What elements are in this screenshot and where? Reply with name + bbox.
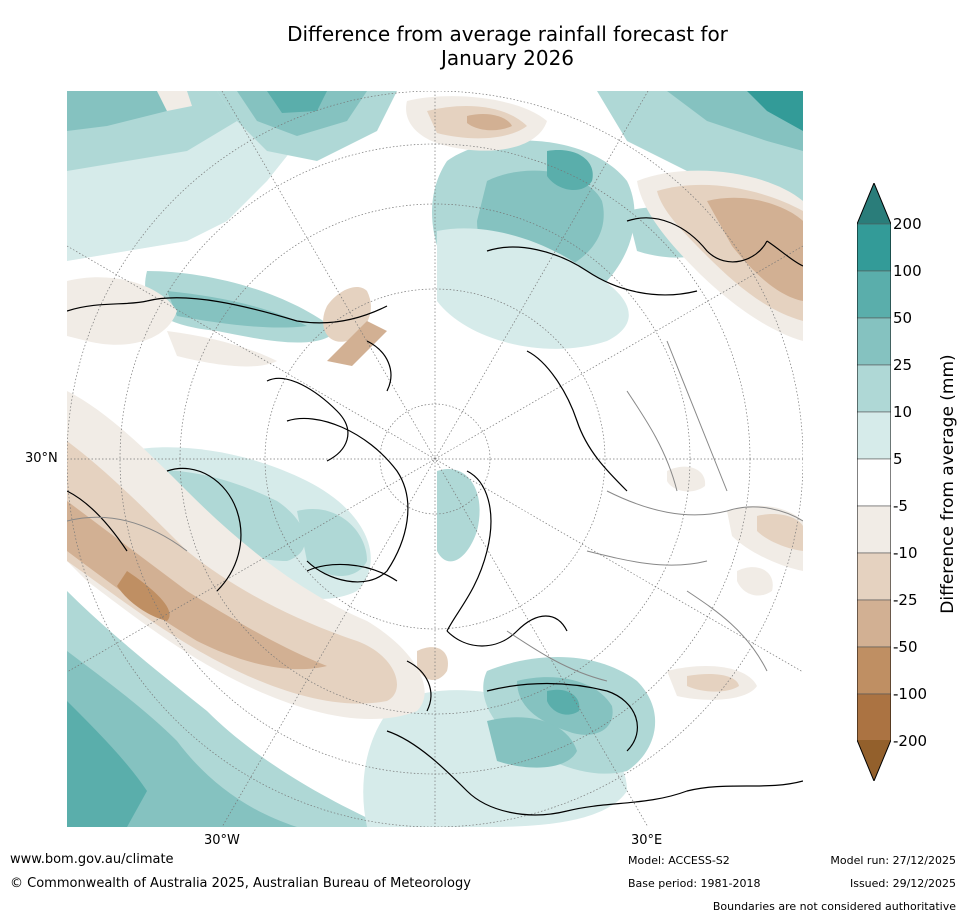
colorbar-tick-label: 100 <box>893 262 922 280</box>
colorbar-tick-label: -5 <box>893 497 908 515</box>
colorbar-tick-label: 10 <box>893 403 913 421</box>
colorbar-tick-label: -200 <box>893 732 928 750</box>
country-borders <box>67 340 803 682</box>
dry-anomaly-regions <box>67 91 803 720</box>
colorbar-arrow-top <box>857 183 891 224</box>
lon-label-30e: 30°E <box>631 833 663 848</box>
footer-base-period: Base period: 1981-2018 <box>628 877 761 890</box>
colorbar-bin <box>857 317 891 366</box>
colorbar-tick-label: 200 <box>893 215 922 233</box>
colorbar-bin <box>857 458 891 507</box>
footer-model-run: Model run: 27/12/2025 <box>830 854 956 867</box>
polar-map <box>67 91 803 827</box>
colorbar-tick-label: -50 <box>893 638 918 656</box>
colorbar-tick-label: 50 <box>893 309 913 327</box>
colorbar-bin <box>857 552 891 601</box>
lon-label-30w: 30°W <box>204 833 240 848</box>
colorbar-tick-label: 5 <box>893 450 903 468</box>
footer-website[interactable]: www.bom.gov.au/climate <box>10 852 174 867</box>
colorbar-bin <box>857 411 891 460</box>
wet-anomaly-regions <box>67 91 803 827</box>
footer-model: Model: ACCESS-S2 <box>628 854 730 867</box>
colorbar-tick-label: 25 <box>893 356 913 374</box>
colorbar-bin <box>857 223 891 272</box>
colorbar-bins <box>857 223 891 742</box>
colorbar-tick-label: -100 <box>893 685 928 703</box>
colorbar <box>857 183 891 781</box>
colorbar-bin <box>857 270 891 319</box>
title-line-2: January 2026 <box>440 46 575 70</box>
title-line-1: Difference from average rainfall forecas… <box>287 22 728 46</box>
colorbar-tick-label: -25 <box>893 591 918 609</box>
coastlines <box>67 217 803 816</box>
colorbar-bin <box>857 693 891 742</box>
colorbar-bin <box>857 505 891 554</box>
footer-issued: Issued: 29/12/2025 <box>849 877 956 890</box>
colorbar-bin <box>857 364 891 413</box>
colorbar-bin <box>857 599 891 648</box>
colorbar-title: Difference from average (mm) <box>938 354 958 614</box>
colorbar-bin <box>857 646 891 695</box>
map-title: Difference from average rainfall forecas… <box>230 22 785 70</box>
colorbar-arrow-bottom <box>857 740 891 781</box>
lat-label-30n: 30°N <box>25 451 58 466</box>
footer-copyright: © Commonwealth of Australia 2025, Austra… <box>10 876 471 891</box>
footer-disclaimer: Boundaries are not considered authoritat… <box>712 900 956 913</box>
graticule <box>67 91 803 827</box>
colorbar-tick-label: -10 <box>893 544 918 562</box>
